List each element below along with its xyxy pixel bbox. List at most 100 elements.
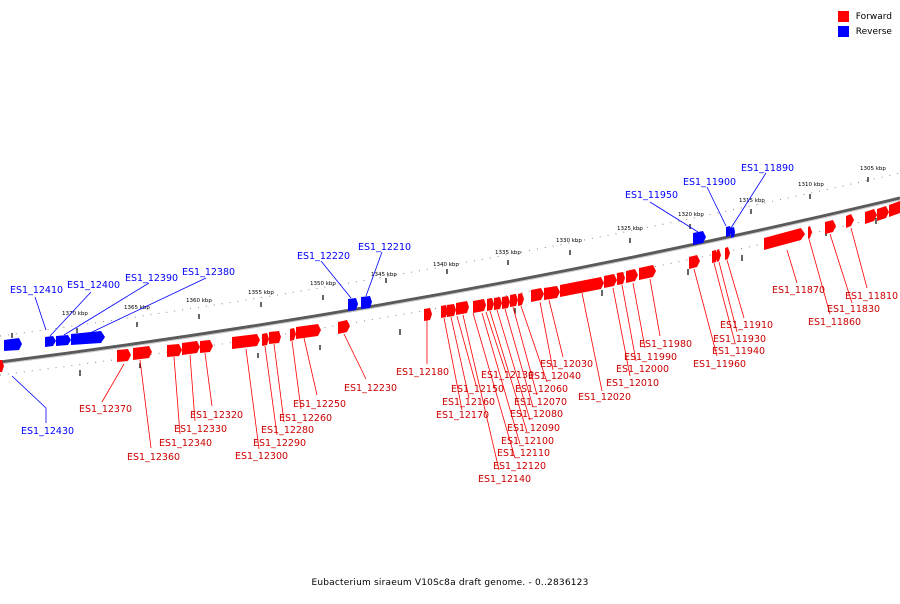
- gene-label-es1-12130: ES1_12130: [481, 370, 534, 381]
- gene-forward[interactable]: [626, 269, 638, 283]
- gene-label-es1-12180: ES1_12180: [396, 367, 449, 378]
- gene-forward[interactable]: [182, 341, 200, 355]
- gene-forward[interactable]: [712, 250, 718, 263]
- scale-label-1310: 1310 kbp: [798, 182, 824, 188]
- gene-label-es1-11890: ES1_11890: [741, 163, 794, 174]
- gene-reverse[interactable]: [361, 296, 372, 309]
- reverse-swatch: [837, 26, 849, 37]
- gene-forward[interactable]: [639, 265, 656, 280]
- gene-forward[interactable]: [232, 334, 260, 349]
- gene-forward[interactable]: [502, 296, 510, 309]
- gene-forward[interactable]: [518, 293, 524, 306]
- gene-label-es1-12410: ES1_12410: [10, 285, 63, 296]
- gene-forward[interactable]: [133, 346, 152, 360]
- gene-forward[interactable]: [808, 226, 812, 239]
- scale-label-1315: 1315 kbp: [739, 198, 765, 204]
- legend-item-forward: Forward: [837, 9, 892, 24]
- forward-leaders: [101, 227, 868, 471]
- gene-forward[interactable]: [846, 214, 854, 228]
- gene-forward[interactable]: [825, 220, 836, 234]
- gene-label-es1-11900: ES1_11900: [683, 177, 736, 188]
- gene-forward[interactable]: [117, 349, 131, 362]
- gene-label-es1-12430: ES1_12430: [21, 426, 74, 437]
- gene-label-es1-11980: ES1_11980: [639, 339, 692, 350]
- scale-label-1320: 1320 kbp: [678, 212, 704, 218]
- legend-label-reverse: Reverse: [855, 26, 892, 37]
- gene-forward[interactable]: [865, 209, 877, 224]
- gene-forward[interactable]: [531, 288, 544, 302]
- gene-forward[interactable]: [604, 274, 617, 288]
- gene-forward[interactable]: [889, 201, 900, 217]
- gene-reverse[interactable]: [45, 336, 56, 347]
- map-caption: Eubacterium siraeum V10Sc8a draft genome…: [311, 578, 589, 588]
- scale-label-1350: 1350 kbp: [310, 281, 336, 287]
- gene-label-es1-11930: ES1_11930: [713, 334, 766, 345]
- gene-reverse[interactable]: [731, 227, 735, 238]
- gene-label-es1-12390: ES1_12390: [125, 273, 178, 284]
- gene-forward[interactable]: [877, 206, 889, 221]
- gene-forward[interactable]: [494, 297, 502, 310]
- gene-label-es1-12100: ES1_12100: [501, 436, 554, 447]
- gene-forward[interactable]: [447, 304, 456, 317]
- gene-forward[interactable]: [487, 298, 494, 311]
- gene-forward[interactable]: [296, 324, 321, 339]
- gene-forward[interactable]: [290, 328, 296, 341]
- scale-label-1355: 1355 kbp: [248, 290, 274, 296]
- gene-label-es1-12230: ES1_12230: [344, 383, 397, 394]
- backbone: [0, 196, 900, 364]
- gene-label-es1-12210: ES1_12210: [358, 242, 411, 253]
- gene-label-es1-12300: ES1_12300: [235, 451, 288, 462]
- forward-swatch: [837, 11, 849, 22]
- legend-label-forward: Forward: [855, 11, 892, 22]
- gene-forward[interactable]: [725, 247, 730, 260]
- gene-forward[interactable]: [167, 344, 182, 357]
- gene-forward[interactable]: [424, 308, 432, 321]
- scale-label-1330: 1330 kbp: [556, 238, 582, 244]
- reverse-leaders: [11, 172, 767, 423]
- gene-label-es1-12340: ES1_12340: [159, 438, 212, 449]
- gene-label-es1-12330: ES1_12330: [174, 424, 227, 435]
- gene-forward[interactable]: [456, 301, 469, 315]
- gene-forward[interactable]: [689, 255, 700, 269]
- gene-forward[interactable]: [544, 286, 560, 300]
- gene-label-es1-12370: ES1_12370: [79, 404, 132, 415]
- gene-label-es1-12260: ES1_12260: [279, 413, 332, 424]
- gene-forward[interactable]: [262, 333, 269, 346]
- scale-label-1365: 1365 kbp: [124, 305, 150, 311]
- gene-label-es1-12060: ES1_12060: [515, 384, 568, 395]
- gene-label-es1-11830: ES1_11830: [827, 304, 880, 315]
- gene-reverse[interactable]: [4, 338, 22, 351]
- gene-label-es1-12140: ES1_12140: [478, 474, 531, 485]
- gene-forward[interactable]: [717, 249, 721, 262]
- gene-label-es1-11990: ES1_11990: [624, 352, 677, 363]
- gene-label-es1-12170: ES1_12170: [436, 410, 489, 421]
- gene-forward[interactable]: [0, 360, 4, 372]
- gene-forward[interactable]: [510, 294, 518, 307]
- gene-reverse[interactable]: [71, 331, 105, 345]
- gene-label-es1-12080: ES1_12080: [510, 409, 563, 420]
- gene-label-es1-12380: ES1_12380: [182, 267, 235, 278]
- scale-label-1335: 1335 kbp: [495, 250, 521, 256]
- gene-forward[interactable]: [269, 331, 281, 344]
- gene-forward[interactable]: [764, 228, 805, 250]
- gene-label-es1-12110: ES1_12110: [497, 448, 550, 459]
- gene-label-es1-11940: ES1_11940: [712, 346, 765, 357]
- gene-forward[interactable]: [617, 272, 625, 285]
- legend: Forward Reverse: [837, 9, 892, 39]
- gene-forward[interactable]: [560, 277, 604, 297]
- gene-forward[interactable]: [441, 305, 448, 318]
- scale-label-1360: 1360 kbp: [186, 298, 212, 304]
- gene-reverse[interactable]: [348, 298, 358, 311]
- gene-label-es1-12120: ES1_12120: [493, 461, 546, 472]
- gene-forward[interactable]: [338, 320, 350, 334]
- gene-forward[interactable]: [200, 340, 213, 353]
- gene-reverse[interactable]: [726, 226, 732, 237]
- gene-reverse[interactable]: [693, 231, 706, 245]
- gene-reverse[interactable]: [56, 335, 71, 346]
- gene-label-es1-12220: ES1_12220: [297, 251, 350, 262]
- backbone-shadow: [0, 199, 900, 365]
- scale-label-1370: 1370 kbp: [62, 311, 88, 317]
- gene-forward[interactable]: [473, 299, 486, 313]
- forward-track: [0, 201, 900, 372]
